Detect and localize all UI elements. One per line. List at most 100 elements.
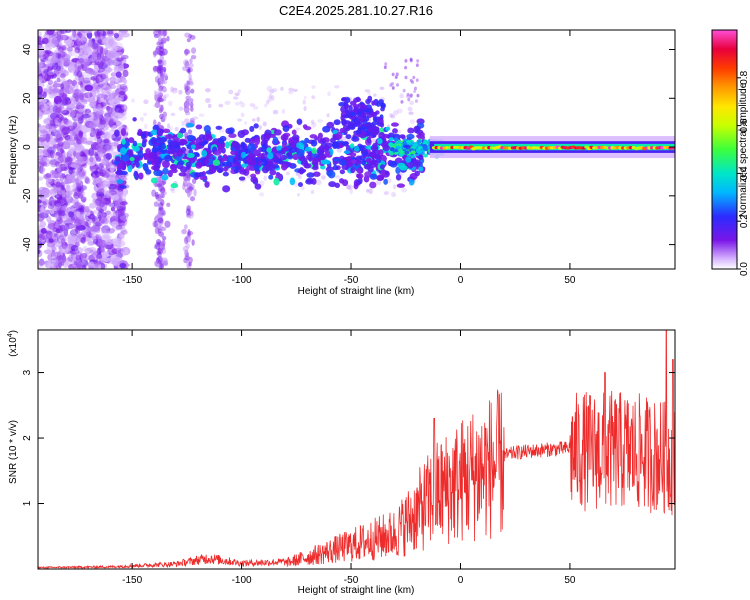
spectrogram-cell (415, 63, 419, 68)
spectrogram-cell (341, 179, 349, 187)
spectrogram-cell (404, 150, 410, 155)
spectrogram-cell (198, 113, 205, 117)
spectrogram-cell (56, 187, 63, 195)
spectrogram-cell (62, 140, 68, 148)
spectrogram-cell (170, 188, 176, 194)
spectrogram-cell (385, 126, 391, 131)
spectrogram-cell (291, 134, 300, 141)
spectrogram-cell (38, 199, 42, 204)
spectrogram-cell (228, 133, 237, 138)
spectrogram-cell (302, 124, 308, 129)
spectrogram-cell (132, 155, 140, 163)
spectrogram-cell (171, 87, 178, 94)
spectrogram-cell (117, 121, 123, 128)
spectrogram-cell (347, 184, 354, 191)
spectrogram-cell (174, 126, 179, 132)
spectrogram-cell (185, 208, 191, 216)
spectrogram-cell (423, 139, 429, 144)
spectrogram-cell (92, 239, 99, 245)
spectrogram-cell (401, 135, 406, 140)
spectrogram-cell (396, 183, 406, 188)
colorbar-tick-label: 0.0 (739, 262, 750, 276)
spectrogram-cell (56, 77, 61, 83)
spectrogram-cell (114, 129, 120, 138)
spectrogram-cell (77, 232, 84, 239)
spectrogram-cell (157, 96, 163, 103)
spectrogram-y-tick-label: 20 (22, 92, 33, 104)
spectrogram-x-tick-label: -50 (344, 275, 359, 286)
spectrogram-cell (189, 196, 196, 202)
spectrogram-cell (240, 102, 246, 108)
spectrogram-cell (391, 72, 395, 77)
spectrogram-cell (120, 128, 127, 137)
spectrogram-cell (157, 247, 164, 255)
spectrogram-cell (272, 88, 278, 93)
spectrogram-cell (334, 175, 341, 179)
spectrogram-cell (350, 159, 357, 164)
spectrogram-cell (409, 57, 413, 62)
spectrogram-cell (113, 41, 123, 51)
spectrogram-cell (181, 120, 186, 127)
spectrogram-cell (60, 210, 66, 217)
spectrogram-cell (272, 136, 279, 145)
spectrogram-cell (289, 142, 297, 148)
spectrogram-cell (249, 125, 255, 133)
spectrogram-cell (158, 85, 164, 92)
spectrogram-cell (279, 154, 288, 161)
spectrogram-cell (120, 201, 128, 206)
spectrogram-cell (180, 146, 187, 153)
spectrogram-cell (283, 146, 289, 152)
spectrogram-cell (310, 189, 315, 195)
spectrogram-cell (80, 82, 84, 88)
spectrogram-cell (69, 130, 77, 137)
spectrogram-cell (186, 38, 191, 43)
spectrogram-cell (106, 90, 115, 95)
spectrogram-cell (51, 88, 61, 93)
spectrogram-cell (188, 186, 194, 191)
spectrogram-cell (59, 50, 66, 58)
spectrogram-cell (44, 124, 49, 132)
spectrogram-cell (297, 169, 306, 174)
spectrogram-cell (241, 151, 247, 159)
spectrogram-cell (365, 157, 372, 164)
spectrogram-cell (114, 203, 124, 210)
spectrogram-cell (74, 202, 80, 207)
spectrogram-cell (80, 63, 85, 69)
spectrogram-cell (41, 189, 52, 198)
spectrogram-cell (280, 133, 289, 142)
spectrogram-cell (219, 135, 227, 142)
spectrogram-cell (305, 178, 314, 185)
spectrogram-cell (40, 227, 47, 234)
spectrogram-cell (317, 132, 323, 140)
spectrogram-cell (42, 142, 50, 147)
spectrogram-cell (311, 85, 316, 89)
spectrogram-cell (97, 103, 102, 110)
spectrogram-cell (361, 159, 367, 166)
spectrogram-cell (121, 138, 126, 145)
spectrogram-cell (156, 151, 161, 156)
spectrogram-cell (346, 156, 353, 162)
spectrogram-cell (191, 178, 197, 185)
spectrogram-cell (402, 140, 408, 145)
spectrogram-cell (416, 118, 425, 125)
spectrogram-cell (98, 247, 102, 255)
spectrogram-cell (118, 78, 125, 83)
snr-x-tick-label: -100 (232, 575, 252, 586)
spectrogram-cell (103, 37, 112, 46)
spectrogram-cell (225, 141, 230, 149)
spectrogram-cell (395, 166, 401, 175)
spectrogram-cell (289, 177, 296, 186)
spectrogram-cell (153, 34, 160, 39)
spectrogram-cell (157, 136, 162, 142)
spectrogram-cell (371, 100, 376, 106)
spectrogram-cell (91, 51, 96, 61)
spectrogram-cell (60, 130, 65, 136)
spectrogram-cell (106, 52, 116, 59)
spectrogram-cell (100, 262, 106, 269)
spectrogram-cell (262, 121, 267, 127)
spectrogram-cell (86, 231, 92, 238)
spectrogram-cell (40, 206, 45, 213)
spectrogram-cell (253, 164, 260, 171)
spectrogram-cell (234, 161, 241, 166)
spectrogram-cell (46, 199, 52, 206)
